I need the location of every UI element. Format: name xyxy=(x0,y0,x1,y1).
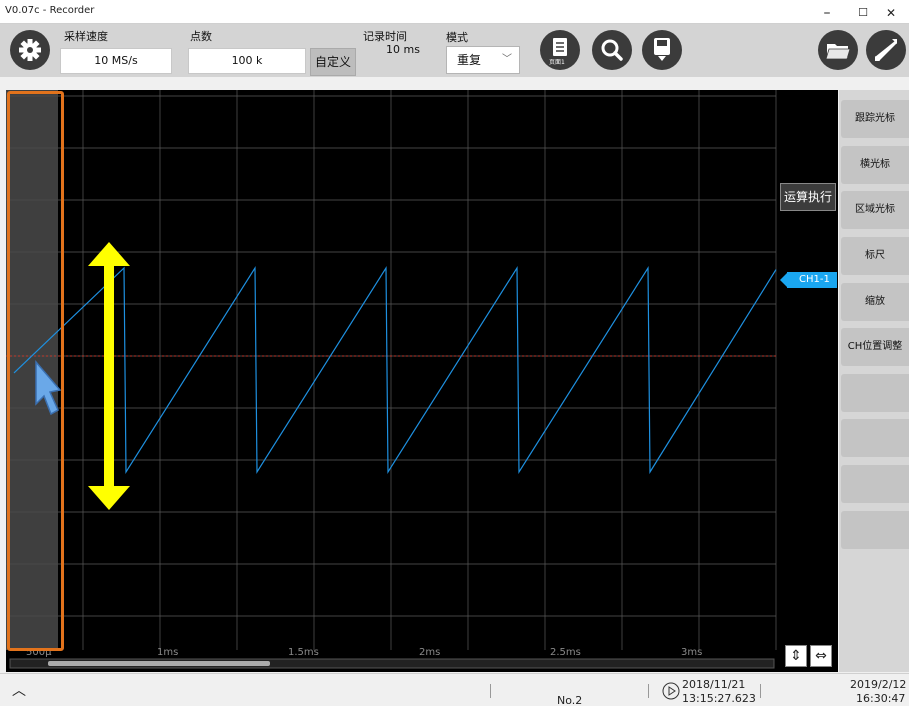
minimize-button[interactable]: – xyxy=(823,5,831,21)
record-time-value: 10 ms xyxy=(386,43,420,56)
ruler-button[interactable]: 标尺 xyxy=(841,237,909,275)
gear-icon xyxy=(19,39,41,61)
close-button[interactable]: ✕ xyxy=(885,6,897,20)
current-date: 2019/2/12 xyxy=(850,678,907,691)
scrollbar-thumb[interactable] xyxy=(48,661,270,666)
waveform-ch1 xyxy=(13,265,777,475)
record-number: No.2 xyxy=(557,694,583,706)
sample-rate-field[interactable]: 10 MS/s xyxy=(60,48,172,74)
current-time: 16:30:47 xyxy=(856,692,906,705)
start-date: 2018/11/21 xyxy=(682,678,746,691)
app-title: V0.07c - Recorder xyxy=(5,5,95,16)
points-label: 点数 xyxy=(190,30,212,43)
settings-button[interactable] xyxy=(10,30,50,70)
fullscreen-button[interactable] xyxy=(866,30,906,70)
time-tick-label: 500µ xyxy=(26,647,52,658)
title-bar: V0.07c - Recorder – ☐ ✕ xyxy=(0,0,909,24)
channel-marker[interactable]: CH1-1 xyxy=(780,272,837,288)
scroll-region-shade xyxy=(6,90,58,650)
time-tick-label: 3ms xyxy=(681,647,702,658)
chevron-down-icon: ﹀ xyxy=(502,54,512,65)
side-button-7[interactable] xyxy=(841,374,909,412)
side-panel: 跟踪光标 横光标 区域光标 标尺 缩放 CH位置调整 xyxy=(839,90,909,672)
horizontal-zoom-button[interactable]: ⇔ xyxy=(810,645,832,667)
waveform-display[interactable]: 500µ 1ms 1.5ms 2ms 2.5ms 3ms xyxy=(6,90,838,672)
ch-position-button[interactable]: CH位置调整 xyxy=(841,328,909,366)
mouse-pointer-icon xyxy=(35,359,62,416)
status-bar: ︿ No.2 2018/11/21 13:15:27.623 2019/2/12… xyxy=(0,673,909,706)
start-time: 13:15:27.623 xyxy=(682,692,756,705)
expand-icon xyxy=(875,39,897,61)
divider xyxy=(490,684,491,698)
time-tick-label: 2ms xyxy=(419,647,440,658)
save-button[interactable] xyxy=(642,30,682,70)
horizontal-scrollbar[interactable] xyxy=(9,658,775,669)
page-label: 页面1 xyxy=(549,59,565,66)
sample-rate-label: 采样速度 xyxy=(64,30,108,43)
vertical-arrow-icon xyxy=(88,242,130,510)
mode-value: 重复 xyxy=(457,53,482,67)
save-icon xyxy=(654,38,670,61)
waveform-chart: 500µ 1ms 1.5ms 2ms 2.5ms 3ms xyxy=(6,90,777,669)
custom-button[interactable]: 自定义 xyxy=(310,48,356,76)
mode-select[interactable]: 重复 ﹀ xyxy=(446,46,520,74)
horizontal-cursor-button[interactable]: 横光标 xyxy=(841,146,909,184)
toolbar: 采样速度 10 MS/s 点数 100 k 自定义 记录时间 10 ms 模式 … xyxy=(0,24,909,77)
mode-label: 模式 xyxy=(446,31,468,44)
horizontal-arrows-icon: ⇔ xyxy=(815,648,827,664)
search-icon xyxy=(601,39,623,61)
vertical-zoom-button[interactable]: ⇕ xyxy=(785,645,807,667)
points-field[interactable]: 100 k xyxy=(188,48,306,74)
side-button-10[interactable] xyxy=(841,511,909,549)
trace-cursor-button[interactable]: 跟踪光标 xyxy=(841,100,909,138)
chevron-up-icon[interactable]: ︿ xyxy=(12,683,26,699)
time-axis: 500µ 1ms 1.5ms 2ms 2.5ms 3ms xyxy=(26,647,702,658)
time-tick-label: 1.5ms xyxy=(288,647,319,658)
side-button-9[interactable] xyxy=(841,465,909,503)
maximize-button[interactable]: ☐ xyxy=(858,6,868,19)
highlight-box xyxy=(7,91,64,651)
play-icon xyxy=(662,682,680,704)
divider xyxy=(648,684,649,698)
vertical-arrows-icon: ⇕ xyxy=(790,648,802,664)
calc-execute-button[interactable]: 运算执行 xyxy=(780,183,836,211)
search-button[interactable] xyxy=(592,30,632,70)
time-tick-label: 1ms xyxy=(157,647,178,658)
zoom-button[interactable]: 缩放 xyxy=(841,283,909,321)
area-cursor-button[interactable]: 区域光标 xyxy=(841,191,909,229)
side-button-8[interactable] xyxy=(841,419,909,457)
divider xyxy=(760,684,761,698)
page-icon xyxy=(553,38,567,56)
folder-icon xyxy=(825,44,851,60)
page-button[interactable]: 页面1 xyxy=(540,30,580,70)
grid xyxy=(6,90,777,650)
time-tick-label: 2.5ms xyxy=(550,647,581,658)
record-time-label: 记录时间 xyxy=(363,30,407,43)
open-folder-button[interactable] xyxy=(818,30,858,70)
